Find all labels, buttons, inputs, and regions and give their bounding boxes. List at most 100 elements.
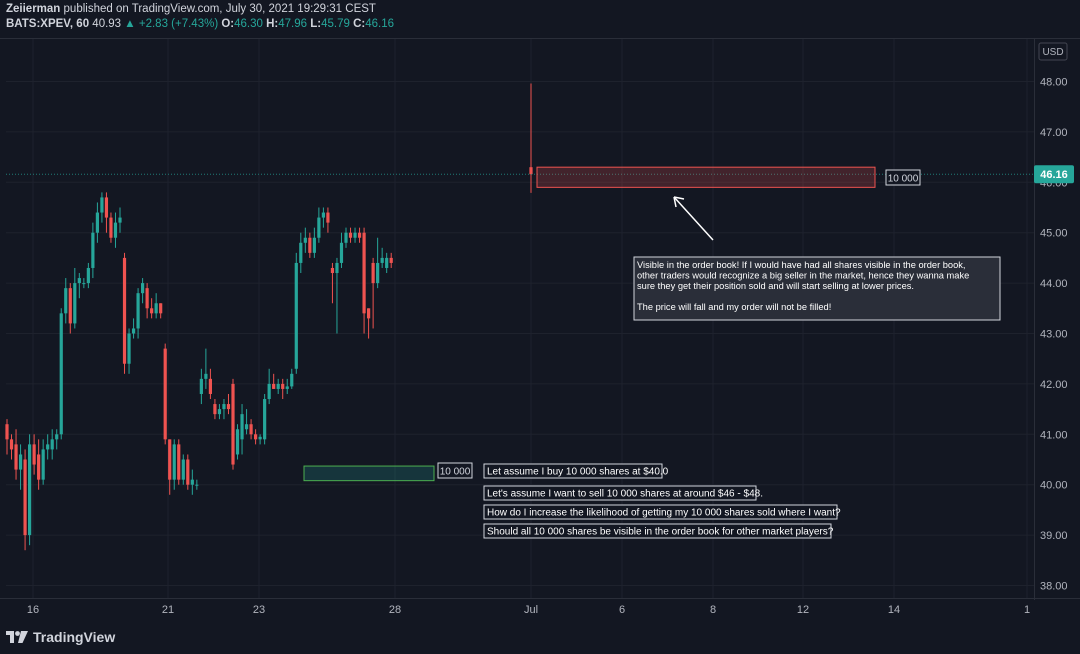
currency-box <box>1038 42 1068 61</box>
candle-down <box>68 283 72 334</box>
candle-up <box>127 328 131 374</box>
candle-body <box>330 267 335 274</box>
candle-body <box>172 444 176 480</box>
symbol-name[interactable]: BATS:XPEV, 60 <box>6 18 90 30</box>
candle-body <box>163 348 167 440</box>
note-line: other traders would recognize a big sell… <box>637 271 969 281</box>
footer: TradingView <box>6 629 115 645</box>
candle-up <box>353 227 357 243</box>
candle-up <box>172 439 176 490</box>
candle-down <box>122 252 127 374</box>
sell-order-box <box>536 166 876 188</box>
brand-name: TradingView <box>33 629 116 645</box>
candle-up <box>77 273 81 299</box>
candle-up <box>55 429 59 450</box>
price-tick-label: 45.00 <box>1040 228 1068 240</box>
candle-body <box>357 232 362 238</box>
candle-up <box>244 409 249 435</box>
candle-body <box>82 283 86 285</box>
open-value: 46.30 <box>234 18 263 30</box>
candle-up <box>113 212 118 248</box>
candle-body <box>95 212 99 233</box>
candle-body <box>37 454 41 480</box>
candle-up <box>64 278 68 324</box>
candle-down <box>104 192 109 233</box>
candle-body <box>235 429 240 455</box>
time-tick-label: 23 <box>253 604 265 616</box>
price-tick-label: 38.00 <box>1040 581 1068 593</box>
candle-body <box>321 212 325 218</box>
price-tick-label: 44.00 <box>1040 278 1068 290</box>
candle-up <box>235 424 240 460</box>
time-tick-label: 1 <box>1024 604 1030 616</box>
candle-up <box>290 368 294 389</box>
candle-body <box>348 232 353 238</box>
candle-body <box>276 383 280 389</box>
buy-order-label: 10 000 <box>440 467 471 478</box>
last-price-badge-label: 46.16 <box>1040 169 1068 181</box>
candle-down <box>159 303 163 319</box>
candle-body <box>127 333 131 364</box>
candles <box>5 83 533 551</box>
candle-body <box>231 383 235 465</box>
candle-up <box>41 439 45 485</box>
candle-up <box>195 479 199 490</box>
candle-up <box>321 207 325 228</box>
candle-up <box>154 293 158 319</box>
callout-box <box>483 504 838 520</box>
candle-down <box>371 257 375 329</box>
candle-down <box>231 378 235 470</box>
candle-body <box>362 232 366 314</box>
candle-up <box>217 404 222 420</box>
candle-down <box>308 232 312 258</box>
callout-box <box>483 485 757 501</box>
candle-body <box>267 383 271 400</box>
callout-text: How do I increase the likelihood of gett… <box>487 508 841 519</box>
candle-down <box>163 343 167 445</box>
candle-body <box>168 439 172 480</box>
low-value: 45.79 <box>321 18 350 30</box>
open-label: O: <box>221 18 235 30</box>
candle-body <box>263 399 267 440</box>
callout-4: Should all 10 000 shares be visible in t… <box>483 523 834 539</box>
candle-up <box>28 434 32 546</box>
candle-up <box>339 232 344 268</box>
candle-up <box>95 202 99 243</box>
candle-up <box>204 348 208 389</box>
candle-body <box>244 424 249 430</box>
order-book-note: Visible in the order book! If I would ha… <box>633 256 1001 321</box>
candle-body <box>68 288 72 324</box>
candle-body <box>46 444 50 450</box>
candle-body <box>122 257 127 364</box>
candle-down <box>177 439 181 485</box>
candle-up <box>141 278 145 304</box>
callout-text: Let assume I buy 10 000 shares at $40.0 <box>487 467 669 478</box>
axes: USD48.0047.0046.0045.0044.0043.0042.0041… <box>0 38 1080 616</box>
time-tick-label: 12 <box>797 604 809 616</box>
candle-up <box>263 393 267 445</box>
candle-up <box>59 308 63 440</box>
candle-body <box>272 383 276 389</box>
candle-body <box>317 217 321 238</box>
callout-1: Let assume I buy 10 000 shares at $40.0 <box>483 463 669 479</box>
currency-label: USD <box>1042 47 1063 58</box>
candle-body <box>367 308 371 319</box>
last-price-badge <box>1034 165 1074 184</box>
candle-body <box>55 434 59 440</box>
candle-body <box>213 404 217 415</box>
candle-down <box>208 368 212 400</box>
candle-body <box>86 267 90 284</box>
candle-body <box>312 237 316 253</box>
price-tick-label: 42.00 <box>1040 379 1068 391</box>
sell-order-label: 10 000 <box>888 174 919 185</box>
candle-body <box>308 237 312 253</box>
candle-body <box>222 404 226 410</box>
candle-body <box>529 167 533 175</box>
candle-down <box>37 439 41 490</box>
candle-up <box>267 368 271 405</box>
callout-3: How do I increase the likelihood of gett… <box>483 504 841 520</box>
candle-body <box>64 288 68 314</box>
candle-up <box>276 378 280 394</box>
price-tick-label: 41.00 <box>1040 429 1068 441</box>
